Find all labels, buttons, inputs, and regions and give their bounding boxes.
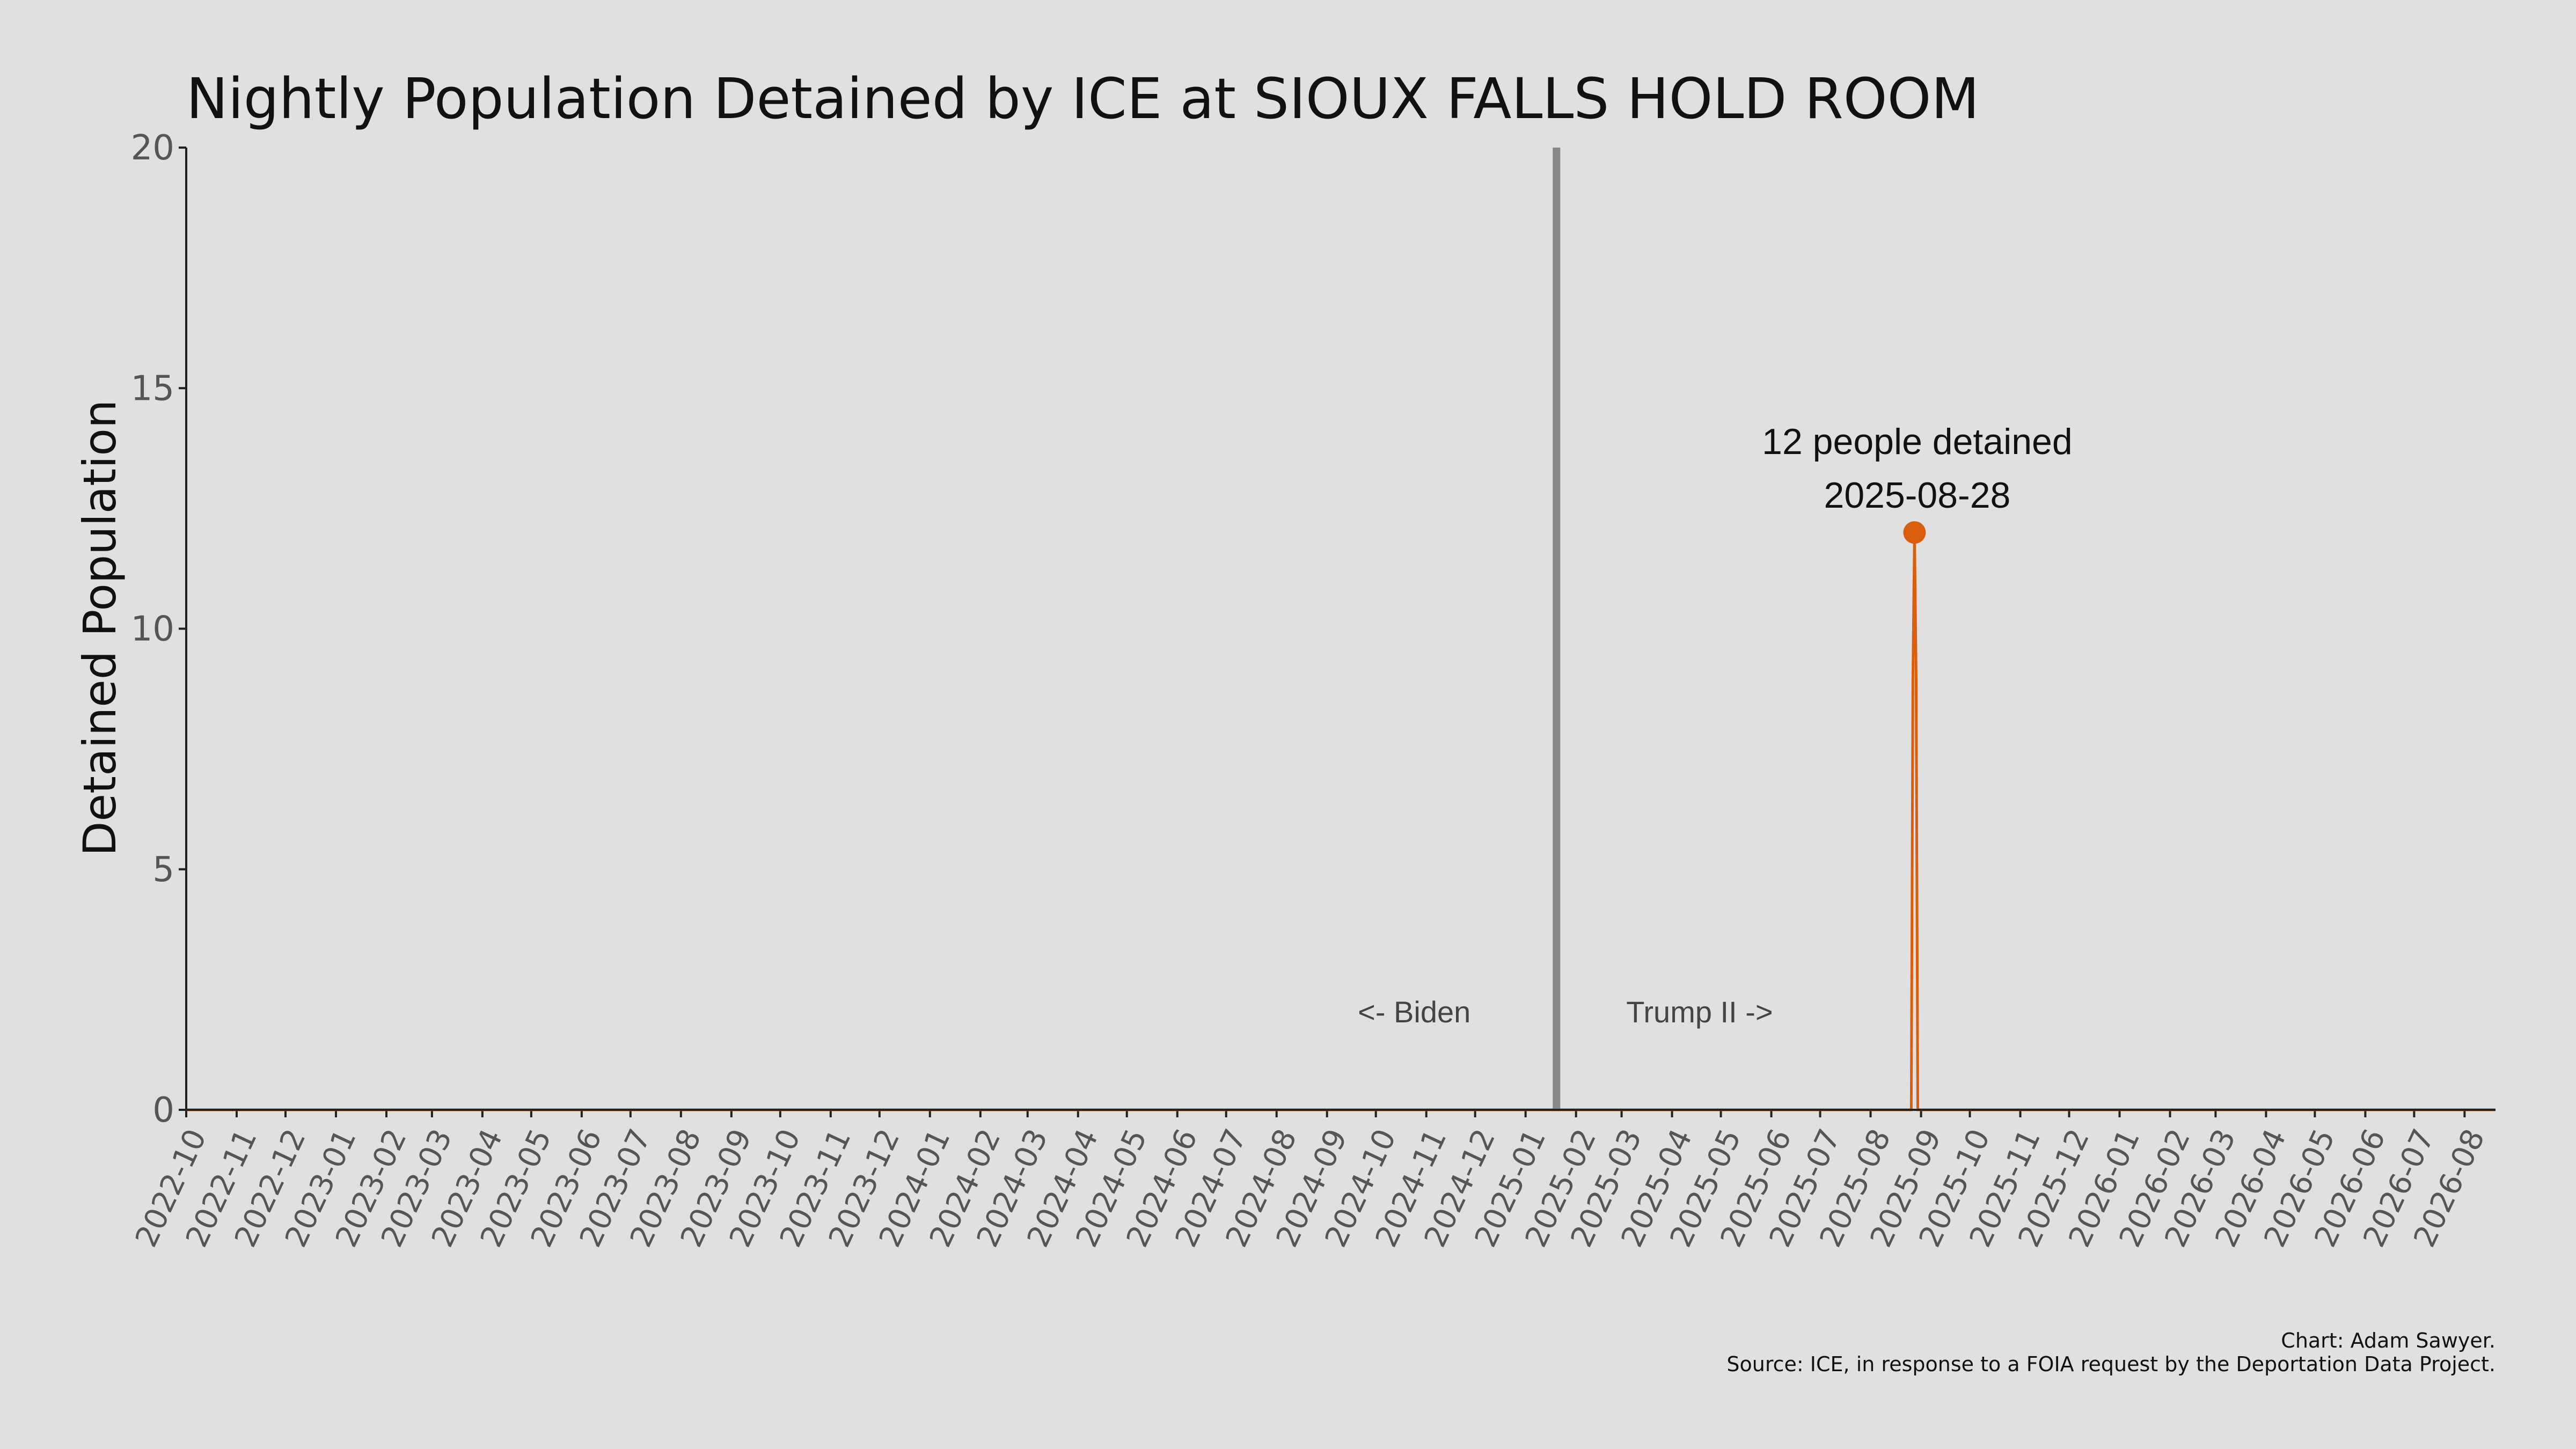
trump-label: Trump II -> [1626,995,1773,1029]
y-axis: 0 5 10 15 20 [131,128,186,1130]
y-tick-label: 0 [152,1091,174,1130]
peak-annotation-date: 2025-08-28 [1824,475,2011,516]
x-axis: 2022-102022-112022-122023-012023-022023-… [129,1110,2492,1253]
chart-source: Source: ICE, in response to a FOIA reque… [1726,1352,2496,1376]
y-tick-label: 15 [131,369,174,408]
series-group [186,532,2496,1111]
biden-label: <- Biden [1358,995,1470,1029]
chart-credit: Chart: Adam Sawyer. [2281,1329,2496,1352]
y-tick-label: 5 [152,850,174,890]
series-line [186,532,2496,1111]
peak-point [1903,521,1926,544]
y-axis-label: Detained Population [74,400,126,856]
y-tick-label: 20 [131,128,174,168]
chart-title: Nightly Population Detained by ICE at SI… [186,66,1979,131]
peak-annotation-count: 12 people detained [1762,421,2073,462]
y-tick-label: 10 [131,610,174,649]
